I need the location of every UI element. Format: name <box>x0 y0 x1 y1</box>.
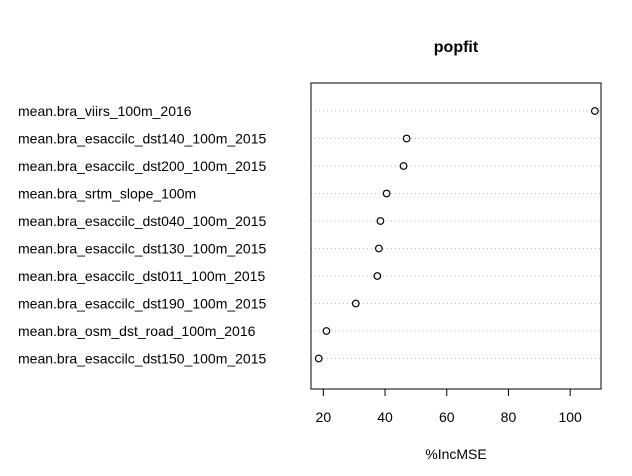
grid-lines <box>311 110 601 359</box>
x-tick-label: 100 <box>558 409 582 425</box>
data-point <box>382 189 391 198</box>
data-point <box>402 134 411 143</box>
x-tick-label: 20 <box>316 409 332 425</box>
category-label: mean.bra_viirs_100m_2016 <box>18 103 192 119</box>
category-label: mean.bra_esaccilc_dst150_100m_2015 <box>18 351 266 367</box>
data-point <box>590 107 599 115</box>
data-point <box>376 217 385 225</box>
data-points <box>314 107 599 363</box>
data-point <box>314 354 323 363</box>
data-point <box>399 162 408 170</box>
x-tick-label: 60 <box>439 409 455 425</box>
category-label: mean.bra_esaccilc_dst130_100m_2015 <box>18 241 266 257</box>
x-axis: 20 40 60 80 100 <box>316 388 582 425</box>
x-axis-label: %IncMSE <box>425 446 486 462</box>
category-labels: mean.bra_viirs_100m_2016 mean.bra_esaccil… <box>18 103 266 367</box>
category-label: mean.bra_esaccilc_dst190_100m_2015 <box>18 296 266 312</box>
category-label: mean.bra_esaccilc_dst040_100m_2015 <box>18 213 266 229</box>
category-label: mean.bra_osm_dst_road_100m_2016 <box>18 323 256 339</box>
category-label: mean.bra_esaccilc_dst200_100m_2015 <box>18 158 266 174</box>
category-label: mean.bra_srtm_slope_100m <box>18 186 196 202</box>
data-point <box>322 327 331 335</box>
chart-title: popfit <box>434 39 479 56</box>
data-point <box>351 299 360 308</box>
category-label: mean.bra_esaccilc_dst011_100m_2015 <box>18 268 265 284</box>
plot-frame <box>310 82 602 390</box>
data-point <box>373 272 382 280</box>
x-tick-label: 80 <box>501 409 517 425</box>
x-tick-label: 40 <box>377 409 393 425</box>
data-point <box>374 244 383 253</box>
category-label: mean.bra_esaccilc_dst140_100m_2015 <box>18 131 266 147</box>
